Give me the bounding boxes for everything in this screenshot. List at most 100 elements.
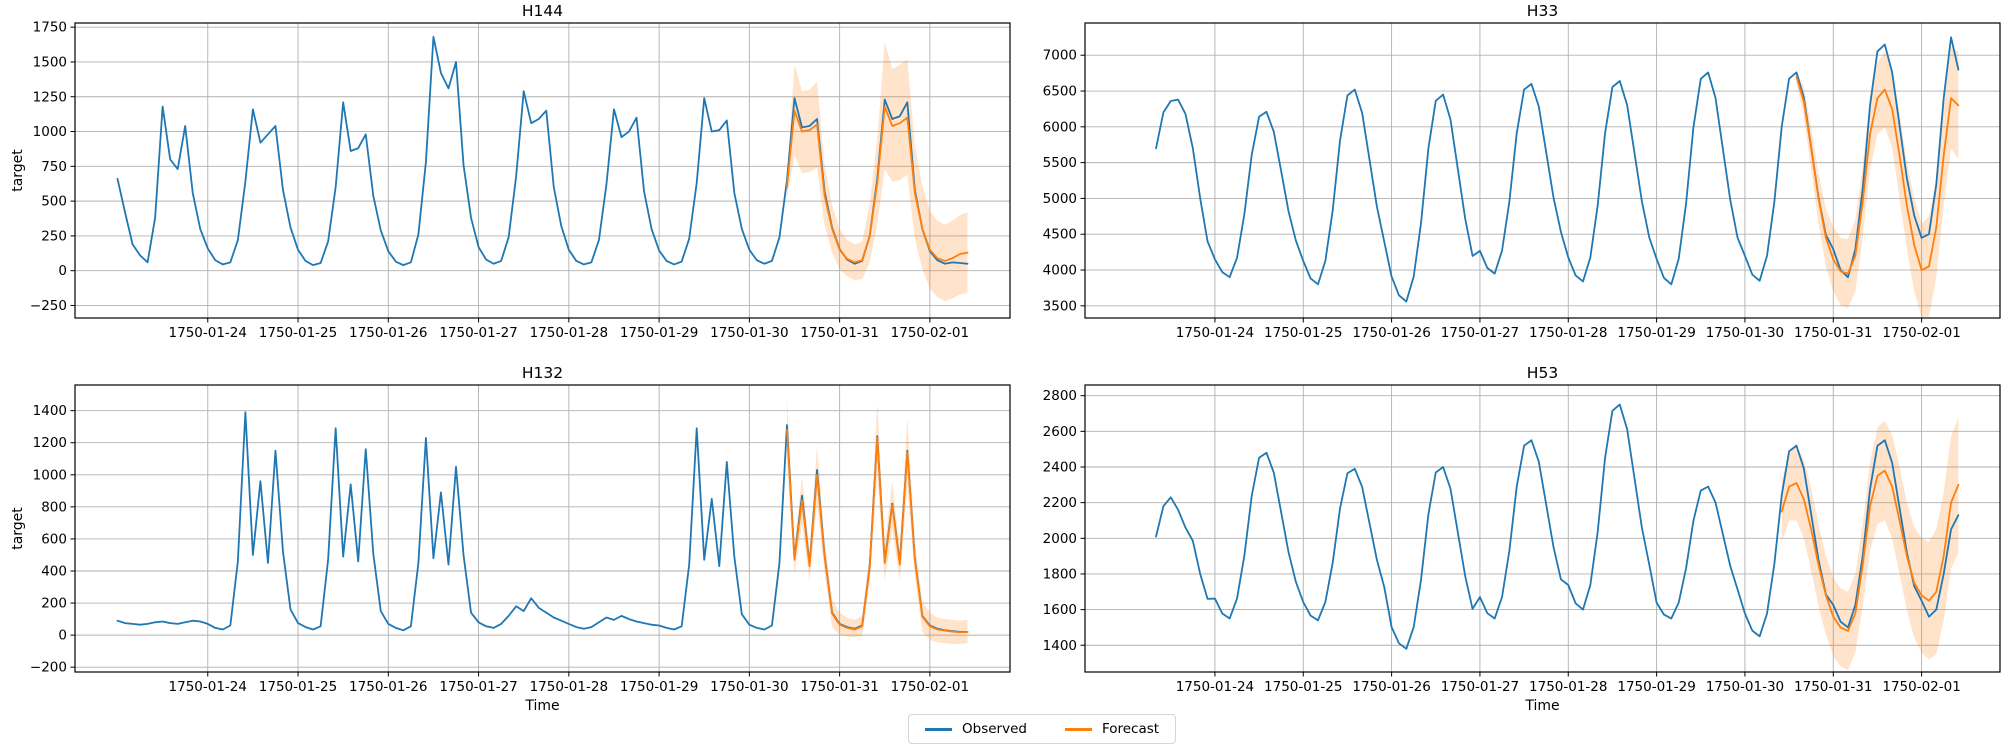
x-tick-label: 1750-01-24: [169, 679, 247, 695]
y-tick-label: 250: [41, 228, 67, 244]
y-tick-label: 0: [58, 628, 67, 644]
x-tick-label: 1750-01-24: [1176, 679, 1254, 695]
x-tick-label: 1750-01-26: [349, 325, 427, 341]
subplot-H33: 1750-01-24 1750-01-25 1750-01-26 1750-01-27…: [1043, 2, 2001, 341]
x-tick-label: 1750-01-26: [1352, 325, 1430, 341]
x-tick-label: 1750-01-27: [1441, 679, 1519, 695]
x-tick-label: 1750-01-27: [439, 679, 517, 695]
legend-label-forecast: Forecast: [1101, 721, 1160, 737]
y-tick-label: 750: [41, 159, 67, 175]
y-tick-label: 3500: [1043, 298, 1077, 314]
y-tick-label: 2000: [1043, 531, 1077, 547]
x-tick-label: 1750-02-01: [1882, 325, 1960, 341]
confidence-band: [1781, 417, 1959, 671]
y-tick-label: 7000: [1043, 48, 1077, 64]
x-tick-label: 1750-01-24: [1176, 325, 1254, 341]
x-tick-label: 1750-01-27: [439, 325, 517, 341]
y-tick-label: 1000: [33, 124, 67, 140]
y-tick-label: −250: [30, 298, 67, 314]
forecast-line: [786, 105, 969, 264]
x-tick-label: 1750-01-28: [1529, 679, 1607, 695]
y-tick-label: 1500: [33, 54, 67, 70]
y-tick-label: 2800: [1043, 388, 1077, 404]
subplot-H53: 1750-01-24 1750-01-25 1750-01-26 1750-01-27…: [1043, 364, 2001, 714]
x-tick-label: 1750-02-01: [891, 325, 969, 341]
y-tick-label: 1250: [33, 89, 67, 105]
y-tick-label: 1600: [1043, 602, 1077, 618]
confidence-band: [1796, 48, 1959, 317]
x-tick-label: 1750-01-31: [1794, 679, 1872, 695]
y-tick-label: 200: [41, 596, 67, 612]
y-tick-label: 4500: [1043, 227, 1077, 243]
x-tick-label: 1750-01-25: [259, 679, 337, 695]
x-tick-label: 1750-01-31: [1794, 325, 1872, 341]
y-tick-label: 0: [58, 263, 67, 279]
y-tick-label: 2600: [1043, 424, 1077, 440]
x-tick-label: 1750-01-25: [1264, 679, 1342, 695]
chart-title: H33: [1527, 2, 1558, 20]
chart-title: H144: [522, 2, 563, 20]
x-tick-label: 1750-01-30: [1706, 679, 1784, 695]
x-axis-label: Time: [524, 698, 559, 714]
y-tick-label: 400: [41, 563, 67, 579]
x-tick-label: 1750-01-26: [349, 679, 427, 695]
y-tick-label: 4000: [1043, 263, 1077, 279]
chart-title: H53: [1527, 364, 1558, 382]
x-tick-label: 1750-01-29: [620, 679, 698, 695]
plot-border: [1084, 22, 2001, 319]
x-tick-label: 1750-01-28: [1529, 325, 1607, 341]
chart-title: H132: [522, 364, 563, 382]
x-tick-label: 1750-02-01: [891, 679, 969, 695]
y-tick-label: 2400: [1043, 460, 1077, 476]
observed-line-swatch: [925, 727, 952, 731]
x-tick-label: 1750-01-30: [710, 679, 788, 695]
x-tick-label: 1750-01-30: [710, 325, 788, 341]
x-tick-label: 1750-01-29: [1617, 679, 1695, 695]
y-tick-label: 1750: [33, 20, 67, 36]
y-tick-label: −200: [30, 660, 67, 676]
x-axis-label: Time: [1524, 698, 1559, 714]
y-tick-label: 1000: [33, 467, 67, 483]
legend-item-forecast: Forecast: [1064, 721, 1160, 737]
observed-line: [1155, 36, 1960, 303]
x-tick-label: 1750-01-28: [530, 325, 608, 341]
x-tick-label: 1750-01-26: [1352, 679, 1430, 695]
forecast-line: [1795, 75, 1960, 275]
y-tick-label: 5500: [1043, 155, 1077, 171]
plot-border: [74, 22, 1011, 319]
x-tick-label: 1750-01-25: [259, 325, 337, 341]
forecast-line: [786, 428, 969, 634]
x-tick-label: 1750-01-31: [800, 679, 878, 695]
legend-label-observed: Observed: [962, 721, 1027, 737]
legend: Observed Forecast: [908, 714, 1177, 744]
y-tick-label: 5000: [1043, 191, 1077, 207]
y-tick-label: 1800: [1043, 566, 1077, 582]
x-tick-label: 1750-01-24: [169, 325, 247, 341]
subplot-H132: 1750-01-24 1750-01-25 1750-01-26 1750-01-27…: [10, 364, 1011, 714]
x-tick-label: 1750-01-28: [530, 679, 608, 695]
forecast-line: [1780, 469, 1960, 632]
plot-border: [74, 384, 1011, 673]
y-tick-label: 600: [41, 531, 67, 547]
y-tick-label: 6500: [1043, 84, 1077, 100]
x-tick-label: 1750-01-29: [1617, 325, 1695, 341]
x-tick-label: 1750-02-01: [1882, 679, 1960, 695]
x-tick-label: 1750-01-31: [800, 325, 878, 341]
y-tick-label: 1200: [33, 435, 67, 451]
x-tick-label: 1750-01-27: [1441, 325, 1519, 341]
forecast-line-swatch: [1064, 727, 1092, 731]
plot-border: [1084, 384, 2001, 673]
legend-item-observed: Observed: [925, 721, 1027, 737]
y-tick-label: 6000: [1043, 119, 1077, 135]
y-tick-label: 800: [41, 499, 67, 515]
y-tick-label: 1400: [33, 403, 67, 419]
y-axis-label: target: [10, 149, 26, 192]
x-tick-label: 1750-01-25: [1264, 325, 1342, 341]
x-tick-label: 1750-01-30: [1706, 325, 1784, 341]
subplot-H144: 1750-01-24 1750-01-25 1750-01-26 1750-01-27…: [10, 2, 1011, 341]
x-tick-label: 1750-01-29: [620, 325, 698, 341]
y-tick-label: 2200: [1043, 495, 1077, 511]
y-axis-label: target: [10, 507, 26, 550]
